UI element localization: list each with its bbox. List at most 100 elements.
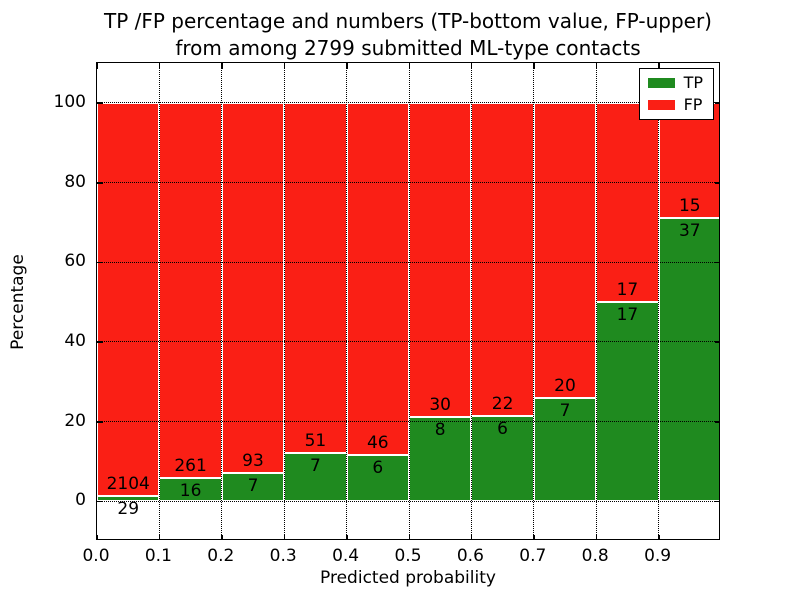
- gridline-vertical: [533, 63, 535, 539]
- legend-swatch-fp: [647, 100, 675, 110]
- bar-segment-fp: [533, 102, 597, 398]
- x-axis-label: Predicted probability: [320, 568, 496, 588]
- legend: TP FP: [638, 68, 714, 120]
- plot-inner: 2104 29 261 16 93 7 51 7 46 6 30 8 22 6 20 7 17 17 15 37: [97, 63, 719, 539]
- bar-segment-tp: [471, 415, 534, 502]
- x-tick-mark: [346, 63, 348, 69]
- chart-title-line2: from among 2799 submitted ML-type contac…: [175, 36, 641, 60]
- y-tick-label: 80: [64, 171, 86, 192]
- bar-segment-tp: [221, 473, 285, 502]
- bar-label-fp: 20: [554, 375, 576, 396]
- y-tick-mark: [715, 261, 719, 264]
- y-tick-mark: [97, 341, 103, 343]
- gridline-horizontal: [97, 341, 719, 343]
- x-tick-mark: [658, 63, 660, 69]
- legend-swatch-tp: [647, 78, 675, 88]
- y-tick-label: 100: [53, 91, 86, 112]
- y-tick-mark: [97, 261, 103, 264]
- bar-label-fp: 46: [366, 433, 389, 454]
- x-tick-mark: [658, 535, 660, 539]
- x-tick-mark: [470, 535, 473, 539]
- bar-segment-tp: [97, 495, 160, 502]
- y-tick-mark: [97, 421, 103, 423]
- x-tick-mark: [408, 63, 410, 69]
- bar-segment-fp: [596, 102, 659, 302]
- gridline-vertical: [658, 63, 660, 539]
- bar-label-tp: 37: [678, 220, 701, 241]
- bar-label-fp: 2104: [106, 473, 150, 494]
- bar-segment-tp: [284, 453, 347, 502]
- x-tick-label: 0.6: [456, 546, 484, 566]
- gridline-horizontal: [97, 421, 719, 422]
- bar-segment-tp: [533, 397, 597, 502]
- bar-segment-fp: [97, 102, 160, 496]
- bar-segment-tp: [596, 302, 659, 502]
- x-tick-label: 0.5: [394, 546, 422, 566]
- y-axis-label: Percentage: [8, 254, 28, 350]
- x-tick-label: 0.1: [144, 546, 172, 566]
- bar-label-fp: 22: [491, 393, 514, 414]
- gridline-horizontal: [97, 102, 719, 104]
- y-tick-label: 60: [64, 251, 86, 272]
- x-tick-label: 0.0: [82, 546, 110, 566]
- bar-segment-fp: [346, 102, 409, 456]
- y-tick-label: 40: [64, 330, 86, 351]
- x-tick-label: 0.7: [519, 546, 547, 566]
- gridline-vertical: [408, 63, 410, 539]
- y-tick-label: 20: [64, 410, 86, 431]
- bar-label-tp: 8: [434, 420, 446, 441]
- legend-entry-tp: TP: [647, 73, 703, 92]
- bar-label-fp: 30: [429, 395, 451, 416]
- x-tick-mark: [346, 535, 348, 539]
- x-tick-mark: [158, 63, 161, 69]
- bar-label-tp: 16: [179, 481, 202, 502]
- x-tick-mark: [283, 535, 286, 539]
- bar-label-tp: 7: [559, 400, 571, 421]
- x-tick-label: 0.8: [581, 546, 609, 566]
- bar-segment-tp: [346, 455, 409, 502]
- gridline-vertical: [470, 63, 472, 539]
- x-tick-mark: [533, 535, 535, 539]
- chart-title-line1: TP /FP percentage and numbers (TP-bottom…: [104, 9, 712, 33]
- y-tick-mark: [715, 102, 719, 104]
- bar-label-tp: 7: [247, 476, 259, 497]
- bar-segment-fp: [658, 102, 719, 218]
- bar-segment-fp: [221, 102, 285, 474]
- y-tick-mark: [97, 182, 103, 184]
- bar-label-fp: 93: [242, 451, 264, 472]
- x-tick-mark: [221, 535, 223, 539]
- y-tick-mark: [715, 500, 719, 503]
- gridline-horizontal: [97, 500, 719, 502]
- gridline-horizontal: [97, 261, 719, 263]
- bar-segment-fp: [159, 102, 222, 479]
- bar-label-tp: 29: [117, 498, 140, 519]
- x-tick-mark: [408, 535, 410, 539]
- gridline-vertical: [595, 63, 597, 539]
- bar-segment-tp: [409, 417, 472, 502]
- bar-label-tp: 6: [372, 458, 384, 479]
- bar-label-fp: 17: [616, 280, 639, 300]
- x-tick-mark: [97, 535, 98, 539]
- bar-label-fp: 15: [678, 195, 701, 216]
- x-tick-mark: [470, 63, 473, 69]
- bar-label-tp: 7: [309, 456, 321, 477]
- bar-label-tp: 6: [497, 418, 508, 439]
- legend-label-fp: FP: [683, 95, 703, 114]
- y-tick-mark: [715, 341, 719, 343]
- x-tick-mark: [283, 63, 286, 69]
- chart-title: TP /FP percentage and numbers (TP-bottom…: [96, 8, 720, 62]
- x-tick-mark: [595, 535, 598, 539]
- gridline-vertical: [221, 63, 223, 539]
- y-tick-mark: [715, 182, 719, 184]
- y-tick-mark: [97, 500, 103, 503]
- bar-segment-fp: [409, 102, 472, 418]
- gridline-horizontal: [97, 182, 719, 183]
- gridline-vertical: [283, 63, 285, 539]
- y-tick-mark: [97, 102, 103, 104]
- legend-label-tp: TP: [683, 73, 703, 92]
- x-tick-mark: [533, 63, 535, 69]
- bar-segment-fp: [284, 102, 347, 454]
- x-tick-mark: [595, 63, 598, 69]
- gridline-vertical: [346, 63, 348, 539]
